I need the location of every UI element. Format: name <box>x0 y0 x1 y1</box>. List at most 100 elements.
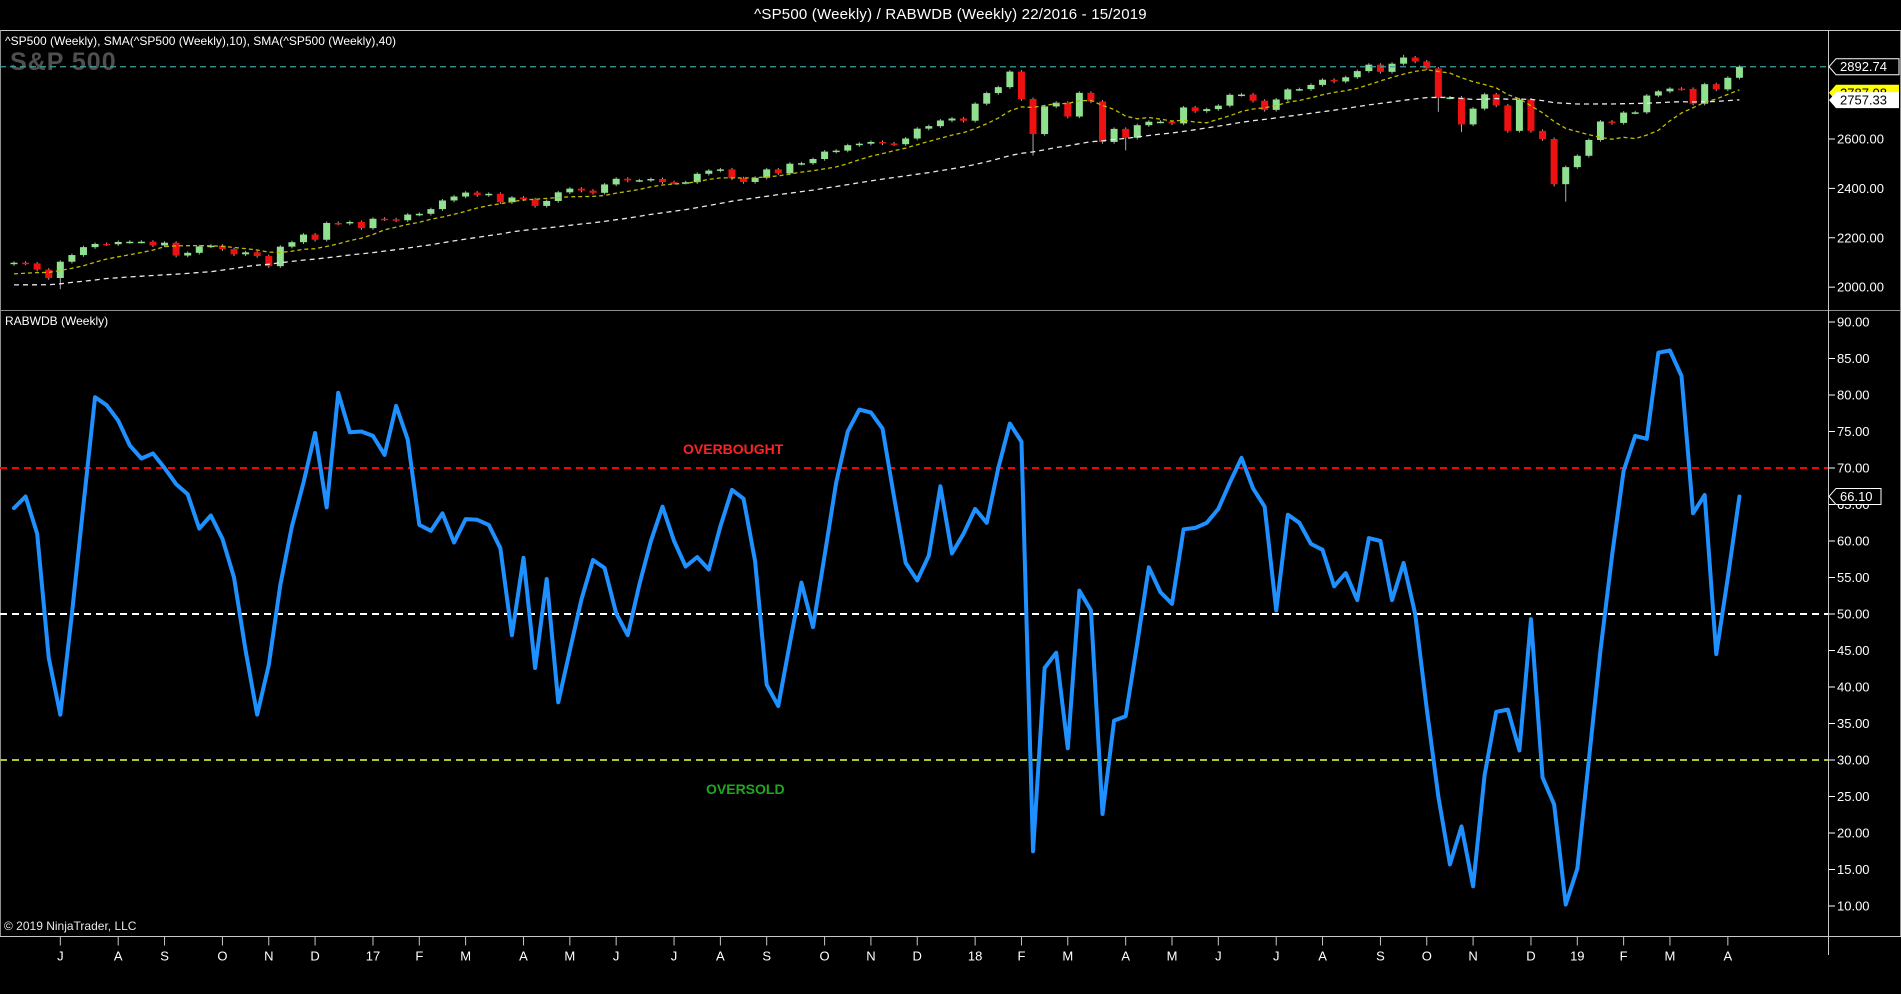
candle-body <box>1330 79 1338 82</box>
month-label: A <box>519 949 528 964</box>
month-label: 19 <box>1570 949 1584 964</box>
candle-body <box>1411 57 1419 62</box>
month-label: M <box>1062 949 1073 964</box>
sma10-line <box>13 69 1740 275</box>
candle-body <box>184 252 192 256</box>
candle-body <box>1353 71 1361 78</box>
candle-body <box>855 143 863 146</box>
month-label: F <box>1620 949 1628 964</box>
candle-body <box>473 192 481 196</box>
month-label: A <box>114 949 123 964</box>
indicator-tick-label: 20.00 <box>1837 826 1870 841</box>
last-price-tag-text: 2892.74 <box>1840 59 1887 74</box>
candle-body <box>1122 128 1130 138</box>
candle-body <box>1261 100 1269 110</box>
month-label: 17 <box>366 949 380 964</box>
price-panel-label: ^SP500 (Weekly), SMA(^SP500 (Weekly),10)… <box>5 34 397 48</box>
candle-body <box>427 209 435 214</box>
rabwdb-line <box>12 348 1742 907</box>
candle-body <box>1191 107 1199 112</box>
candle-body <box>79 247 87 256</box>
candle-body <box>45 269 53 279</box>
month-label: A <box>1318 949 1327 964</box>
candle-body <box>520 197 528 200</box>
month-label: N <box>866 949 875 964</box>
indicator-tick-label: 70.00 <box>1837 461 1870 476</box>
candle-body <box>577 188 585 191</box>
candle-body <box>902 138 910 145</box>
sma40-tag <box>1829 92 1899 109</box>
candle-body <box>1017 71 1025 99</box>
candle-body <box>357 221 365 229</box>
price-tick-label: 2200.00 <box>1837 230 1884 245</box>
month-label: O <box>217 949 227 964</box>
candle-body <box>242 252 250 255</box>
month-label: D <box>310 949 319 964</box>
indicator-tick-label: 55.00 <box>1837 570 1870 585</box>
candle-body <box>1712 84 1720 90</box>
candle-body <box>612 178 620 185</box>
indicator-value-tag <box>1828 487 1882 505</box>
candle-body <box>1342 77 1350 82</box>
candle-body <box>126 241 134 244</box>
month-label: J <box>671 949 678 964</box>
candle-body <box>983 93 991 104</box>
candle-body <box>149 241 157 246</box>
candle-body <box>1203 109 1211 112</box>
candle-body <box>1620 112 1628 123</box>
candle-body <box>1666 88 1674 92</box>
candle-body <box>10 262 18 265</box>
candle-body <box>1029 99 1037 135</box>
indicator-tick-label: 10.00 <box>1837 899 1870 914</box>
candle-body <box>404 214 412 221</box>
candle-body <box>728 169 736 179</box>
window-title: ^SP500 (Weekly) / RABWDB (Weekly) 22/201… <box>754 6 1147 23</box>
candle-body <box>1724 77 1732 90</box>
candle-body <box>103 243 111 246</box>
candle-body <box>1631 112 1639 114</box>
candle-body <box>1608 121 1616 123</box>
candle-body <box>265 256 273 267</box>
candle-body <box>763 169 771 178</box>
candle-body <box>1319 79 1327 85</box>
candle-body <box>172 242 180 256</box>
candle-body <box>566 188 574 193</box>
candle-body <box>230 249 238 255</box>
candle-body <box>381 218 389 221</box>
month-label: M <box>460 949 471 964</box>
candle-body <box>137 241 145 244</box>
indicator-value-tag-text: 66.10 <box>1840 489 1873 504</box>
candle-body <box>462 192 470 197</box>
indicator-tick-label: 80.00 <box>1837 388 1870 403</box>
candle-body <box>543 200 551 206</box>
candle-body <box>22 262 30 265</box>
month-label: 18 <box>968 949 982 964</box>
candle-body <box>658 179 666 183</box>
candle-body <box>879 141 886 144</box>
candle-body <box>1573 155 1581 168</box>
month-label: D <box>913 949 922 964</box>
candle-body <box>496 193 504 203</box>
candle-body <box>1075 92 1083 117</box>
candle-body <box>1168 121 1176 124</box>
candle-body <box>1678 88 1686 91</box>
month-label: O <box>1422 949 1432 964</box>
candle-body <box>774 169 782 174</box>
month-label: J <box>1273 949 1280 964</box>
candle-body <box>1458 97 1465 125</box>
month-label: M <box>1167 949 1178 964</box>
candle-body <box>797 163 805 165</box>
candle-body <box>1376 64 1384 72</box>
candle-body <box>601 184 609 193</box>
candle-body <box>635 180 643 182</box>
month-label: D <box>1526 949 1535 964</box>
candle-body <box>346 221 354 224</box>
candle-body <box>1087 92 1095 102</box>
indicator-tick-label: 15.00 <box>1837 862 1870 877</box>
month-label: M <box>1665 949 1676 964</box>
candle-body <box>844 145 852 151</box>
candle-body <box>276 246 284 267</box>
candle-body <box>670 182 678 184</box>
